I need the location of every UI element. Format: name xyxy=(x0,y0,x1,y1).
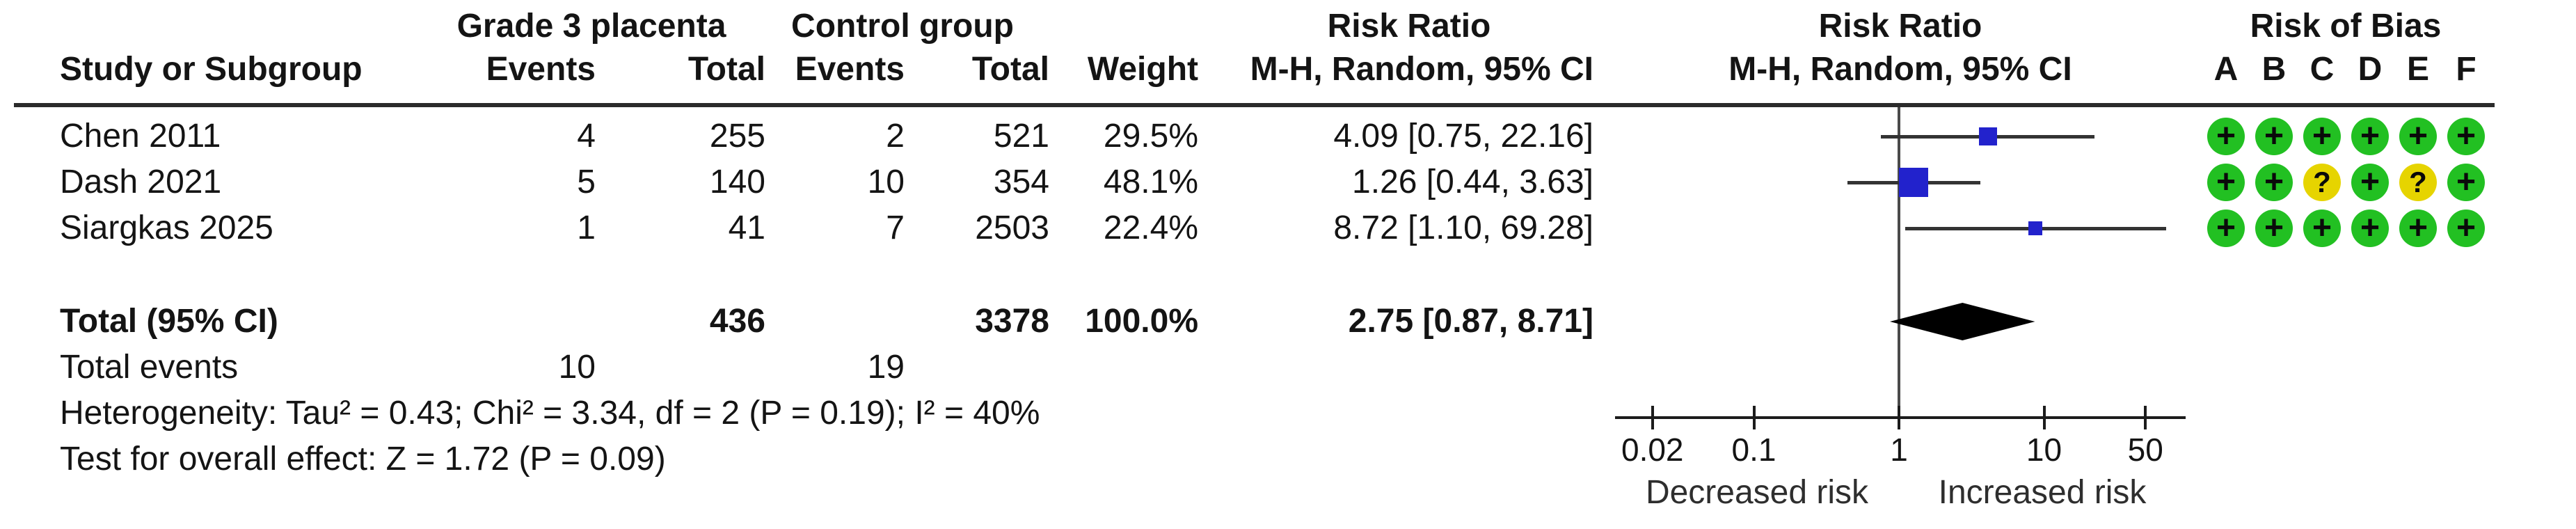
forest-square xyxy=(2028,221,2043,235)
rob-column-letter: E xyxy=(2406,51,2429,88)
group2-events: 10 xyxy=(867,164,905,200)
ci-column-header: M-H, Random, 95% CI xyxy=(1250,51,1593,88)
total-label: Total (95% CI) xyxy=(60,303,278,340)
group2-header: Control group xyxy=(791,8,1014,45)
risk-ratio-text-header: Risk Ratio xyxy=(1327,8,1491,45)
forest-square xyxy=(1978,127,1997,145)
weight-value: 48.1% xyxy=(1103,164,1198,200)
rob-column-letter: B xyxy=(2261,51,2287,88)
group2-events-header: Events xyxy=(795,51,905,88)
rob-circle: + xyxy=(2351,118,2389,155)
rob-circle: + xyxy=(2447,118,2485,155)
study-column-header: Study or Subgroup xyxy=(60,51,363,88)
x-axis-line xyxy=(1615,416,2186,419)
rob-circle: + xyxy=(2399,210,2437,247)
weight-value: 22.4% xyxy=(1103,210,1198,246)
group1-header: Grade 3 placenta xyxy=(456,8,726,45)
heterogeneity-row: Heterogeneity: Tau² = 0.43; Chi² = 3.34,… xyxy=(0,390,2576,436)
weight-column-header: Weight xyxy=(1087,51,1198,88)
overall-effect-text: Test for overall effect: Z = 1.72 (P = 0… xyxy=(60,441,666,477)
group1-events: 5 xyxy=(577,164,596,200)
rob-circle: + xyxy=(2207,164,2245,201)
rob-circle: + xyxy=(2351,210,2389,247)
rob-column-letter: D xyxy=(2358,51,2383,88)
axis-tick xyxy=(2042,406,2046,429)
increased-risk-label: Increased risk xyxy=(1938,474,2147,511)
total-row: Total (95% CI) 436 3378 100.0% 2.75 [0.8… xyxy=(0,299,2576,345)
study-name: Chen 2011 xyxy=(60,118,221,155)
tick-label: 0.02 xyxy=(1621,432,1684,468)
heterogeneity-text: Heterogeneity: Tau² = 0.43; Chi² = 3.34,… xyxy=(60,395,1040,432)
group2-total: 521 xyxy=(993,118,1049,155)
rob-circle: ? xyxy=(2303,164,2341,201)
summary-diamond-shape xyxy=(1890,303,2035,340)
group1-total: 255 xyxy=(709,118,765,155)
tick-label: 1 xyxy=(1890,432,1908,468)
study-name: Dash 2021 xyxy=(60,164,222,200)
rob-circle: + xyxy=(2303,118,2341,155)
axis-tick xyxy=(1752,406,1756,429)
rob-circle: + xyxy=(2207,210,2245,247)
study-name: Siargkas 2025 xyxy=(60,210,273,246)
group1-total: 140 xyxy=(709,164,765,200)
forest-square xyxy=(1898,168,1928,197)
tick-label: 10 xyxy=(2026,432,2062,468)
risk-ratio-graph-header: Risk Ratio xyxy=(1818,8,1982,45)
group2-total: 354 xyxy=(993,164,1049,200)
overall-effect-row: Test for overall effect: Z = 1.72 (P = 0… xyxy=(0,436,2576,482)
header-separator-line xyxy=(14,103,2495,107)
rob-column-letter: C xyxy=(2309,51,2335,88)
total-rr-ci-text: 2.75 [0.87, 8.71] xyxy=(1348,303,1593,340)
rr-ci-text: 1.26 [0.44, 3.63] xyxy=(1352,164,1593,200)
group1-events: 4 xyxy=(577,118,596,155)
header-column-row: Study or Subgroup Events Total Events To… xyxy=(0,47,2576,93)
table-row: Chen 2011 4 255 2 521 29.5% 4.09 [0.75, … xyxy=(0,113,2576,159)
rob-circle: + xyxy=(2255,210,2293,247)
rob-circle: + xyxy=(2207,118,2245,155)
decreased-risk-label: Decreased risk xyxy=(1645,474,1869,511)
rob-circle: + xyxy=(2303,210,2341,247)
rob-circle: + xyxy=(2351,164,2389,201)
rob-column-letter: F xyxy=(2456,51,2476,88)
weight-value: 29.5% xyxy=(1103,118,1198,155)
group2-grand-total: 3378 xyxy=(975,303,1049,340)
summary-diamond xyxy=(1890,303,2035,340)
rr-ci-text: 8.72 [1.10, 69.28] xyxy=(1333,210,1593,246)
axis-tick xyxy=(2144,406,2147,429)
table-row: Siargkas 2025 1 41 7 2503 22.4% 8.72 [1.… xyxy=(0,205,2576,251)
tick-label: 50 xyxy=(2127,432,2163,468)
group2-total-events: 19 xyxy=(867,349,905,386)
axis-tick xyxy=(1651,406,1654,429)
rob-circle: + xyxy=(2447,164,2485,201)
table-row: Dash 2021 5 140 10 354 48.1% 1.26 [0.44,… xyxy=(0,159,2576,205)
group1-total: 41 xyxy=(728,210,765,246)
group1-total-header: Total xyxy=(687,51,765,88)
group1-events: 1 xyxy=(577,210,596,246)
group2-events: 7 xyxy=(886,210,905,246)
rr-ci-text: 4.09 [0.75, 22.16] xyxy=(1333,118,1593,155)
group1-events-header: Events xyxy=(486,51,596,88)
rob-circle: + xyxy=(2447,210,2485,247)
ci-graph-header: M-H, Random, 95% CI xyxy=(1728,51,2072,88)
axis-tick xyxy=(1898,406,1900,429)
rob-circle: ? xyxy=(2399,164,2437,201)
risk-of-bias-header: Risk of Bias xyxy=(2250,8,2442,45)
total-events-row: Total events 10 19 xyxy=(0,345,2576,390)
group2-total: 2503 xyxy=(975,210,1049,246)
rob-column-letter: A xyxy=(2213,51,2239,88)
group2-total-header: Total xyxy=(971,51,1049,88)
rob-circle: + xyxy=(2399,118,2437,155)
rob-circle: + xyxy=(2255,164,2293,201)
group1-total-events: 10 xyxy=(558,349,596,386)
tick-label: 0.1 xyxy=(1731,432,1776,468)
total-events-label: Total events xyxy=(60,349,239,386)
group1-grand-total: 436 xyxy=(709,303,765,340)
group2-events: 2 xyxy=(886,118,905,155)
null-effect-line xyxy=(1898,107,1900,418)
total-weight: 100.0% xyxy=(1085,303,1198,340)
rob-circle: + xyxy=(2255,118,2293,155)
header-group-row: Grade 3 placenta Control group Risk Rati… xyxy=(0,3,2576,49)
